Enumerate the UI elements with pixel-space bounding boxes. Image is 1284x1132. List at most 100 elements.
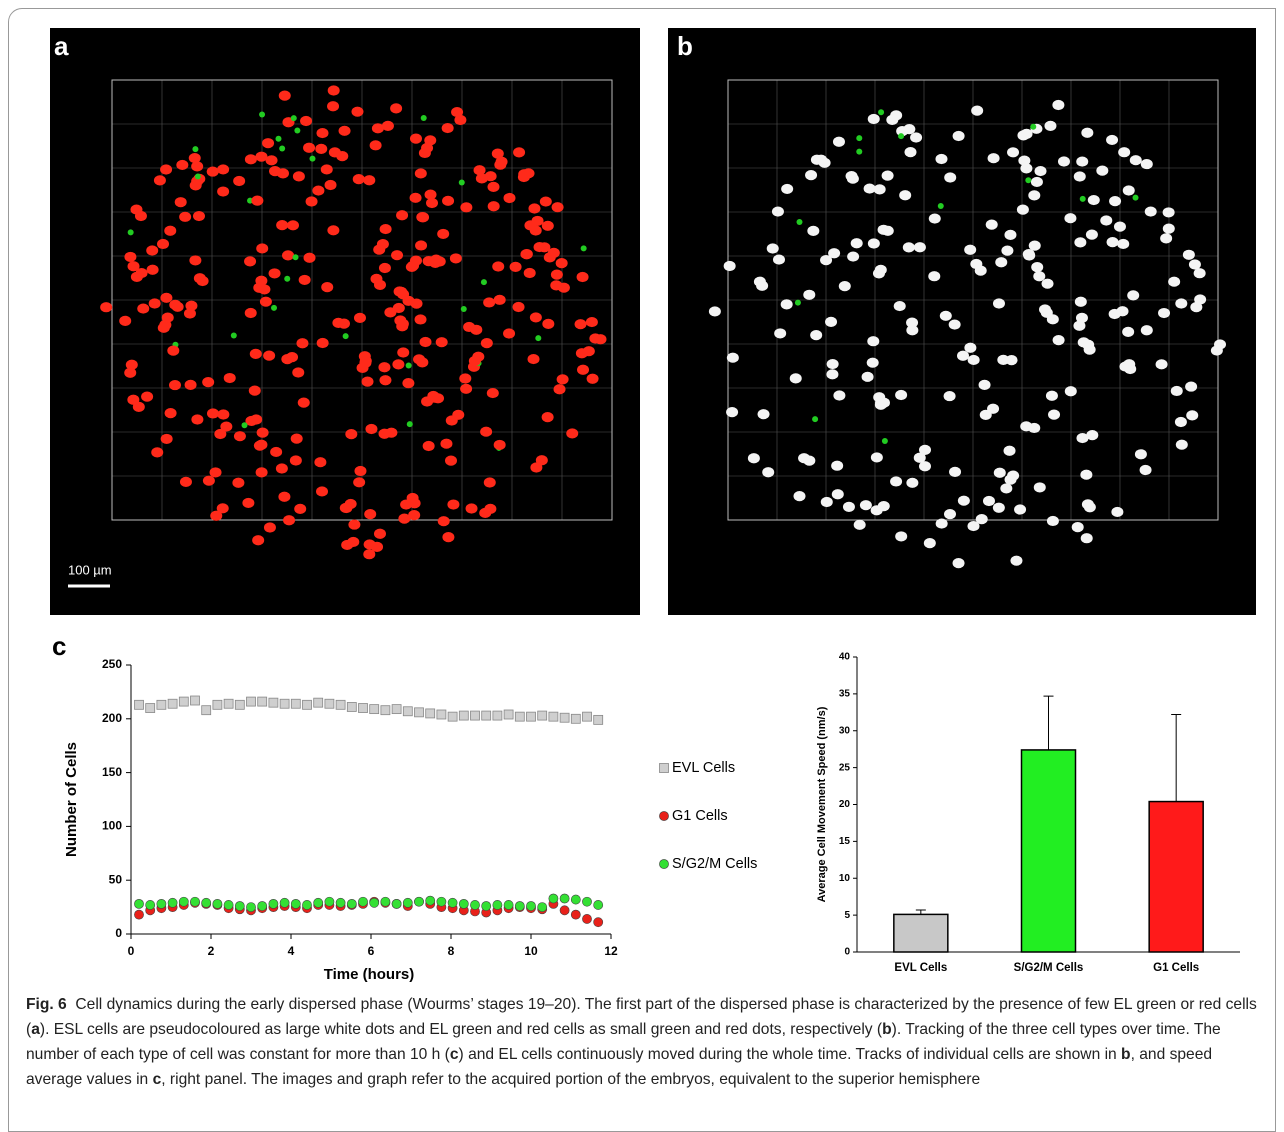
cell-dot — [551, 202, 564, 213]
cell-dot — [928, 213, 941, 224]
cell-dot — [1118, 147, 1131, 158]
caption: Fig. 6 Cell dynamics during the early di… — [26, 992, 1258, 1092]
cell-dot — [406, 421, 413, 428]
cell-dot — [1018, 155, 1031, 166]
cell-dot — [1030, 123, 1037, 130]
panel-label: a — [54, 31, 69, 61]
cell-dot — [130, 204, 143, 215]
legend-marker — [659, 811, 669, 821]
cell-dot — [566, 428, 579, 439]
data-point — [414, 707, 424, 718]
cell-dot — [1031, 262, 1044, 273]
cell-dot — [345, 429, 358, 440]
cell-dot — [413, 354, 426, 365]
cell-dot — [535, 455, 548, 466]
cell-dot — [539, 196, 552, 207]
cell-dot — [493, 294, 506, 305]
cell-dot — [1162, 207, 1175, 218]
cell-dot — [259, 111, 266, 118]
cell-dot — [1175, 298, 1188, 309]
cell-dot — [424, 135, 437, 146]
data-point — [145, 900, 156, 910]
cell-dot — [1096, 165, 1109, 176]
cell-dot — [217, 409, 230, 420]
y-tick-label: 30 — [839, 725, 851, 736]
cell-dot — [169, 379, 182, 391]
cell-dot — [964, 244, 977, 255]
cell-dot — [365, 423, 378, 435]
cell-dot — [586, 373, 599, 384]
cell-dot — [726, 407, 739, 418]
cell-dot — [171, 301, 184, 312]
data-point — [514, 901, 525, 911]
data-point — [246, 902, 256, 912]
cell-dot — [492, 261, 505, 272]
cell-dot — [1122, 185, 1135, 196]
cell-dot — [913, 452, 926, 463]
y-tick-label: 150 — [102, 765, 122, 779]
cell-dot — [241, 422, 248, 429]
cell-dot — [987, 153, 1000, 164]
cell-dot — [256, 243, 269, 254]
cell-dot — [193, 273, 206, 284]
cell-dot — [390, 103, 403, 114]
cell-dot — [426, 197, 439, 209]
cell-dot — [833, 390, 846, 401]
cell-dot — [820, 496, 833, 508]
cell-dot — [396, 321, 409, 332]
cell-dot — [363, 549, 376, 560]
cell-dot — [327, 101, 340, 112]
cell-dot — [146, 264, 159, 275]
cell-dot — [928, 271, 941, 282]
cell-dot — [1076, 432, 1089, 444]
cell-dot — [206, 166, 219, 177]
cell-dot — [124, 251, 137, 263]
cell-dot — [296, 338, 309, 349]
data-point — [178, 896, 189, 907]
cell-dot — [354, 465, 367, 477]
cell-dot — [424, 189, 437, 200]
cell-dot — [127, 394, 140, 405]
cell-dot — [153, 175, 166, 186]
x-tick-label: 10 — [524, 944, 538, 958]
data-point — [402, 897, 413, 908]
cell-dot — [130, 271, 143, 282]
cell-dot — [985, 219, 998, 230]
cell-dot — [460, 383, 473, 394]
cell-dot — [327, 85, 340, 96]
cell-dot — [1162, 223, 1175, 234]
cell-dot — [550, 269, 563, 280]
data-point — [324, 896, 335, 907]
cell-dot — [314, 457, 327, 468]
cell-dot — [409, 192, 422, 203]
cell-dot — [766, 243, 779, 254]
data-point — [190, 695, 200, 706]
cell-dot — [803, 289, 816, 300]
cell-dot — [160, 164, 173, 175]
cell-dot — [184, 379, 197, 391]
caption-label: Fig. 6 — [26, 996, 67, 1013]
data-point — [212, 898, 223, 909]
cell-dot — [465, 503, 478, 514]
cell-dot — [363, 539, 376, 550]
cell-dot — [255, 439, 268, 450]
cell-dot — [487, 181, 500, 192]
cell-dot — [1020, 163, 1033, 174]
y-tick-label: 100 — [102, 819, 122, 833]
cell-dot — [342, 333, 349, 340]
cell-dot — [1052, 334, 1065, 346]
cell-dot — [1010, 555, 1023, 566]
cell-dot — [275, 463, 288, 474]
data-point — [526, 901, 536, 911]
cell-dot — [1028, 240, 1041, 251]
caption-ref: c — [152, 1071, 162, 1088]
cell-dot — [1030, 176, 1043, 188]
cell-dot — [1106, 134, 1119, 146]
cell-dot — [1034, 165, 1047, 177]
y-tick-label: 5 — [844, 910, 850, 921]
y-tick-label: 10 — [839, 873, 851, 884]
cell-dot — [442, 531, 455, 543]
data-point — [346, 898, 357, 909]
cell-dot — [772, 254, 785, 265]
cell-dot — [1127, 290, 1140, 301]
